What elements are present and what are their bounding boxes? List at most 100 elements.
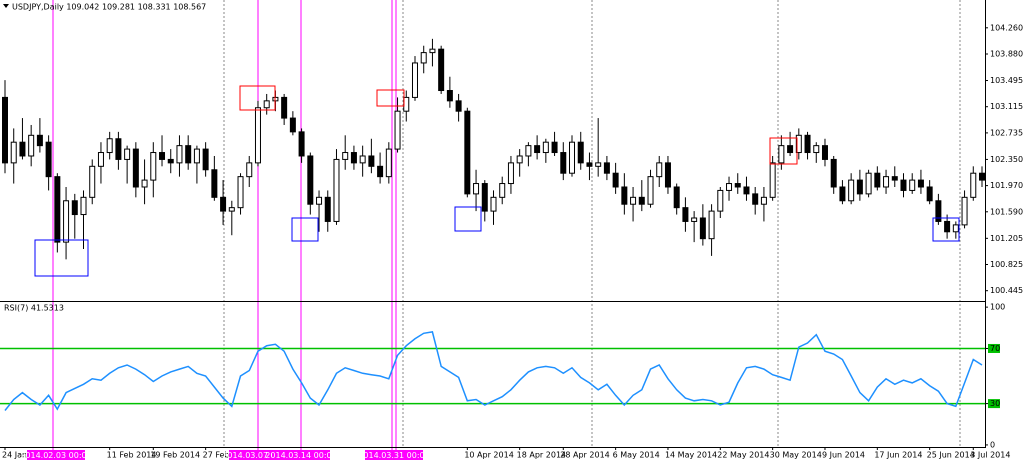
candle-body: [516, 155, 523, 164]
marker-label-box: [27, 450, 85, 460]
month-separators: [223, 0, 961, 447]
level-label-box: [988, 343, 1000, 353]
x-tick-label: 6 May 2014: [613, 451, 660, 460]
candle-body: [769, 162, 776, 198]
candle-body: [481, 183, 488, 212]
candle-body: [830, 158, 837, 188]
candle-body: [403, 96, 410, 112]
x-tick-label: 19 Feb 2014: [150, 451, 200, 460]
candle-body: [411, 62, 418, 98]
candle-body: [577, 141, 584, 164]
candle-body: [324, 196, 331, 222]
x-tick-label: 24 Jan 2014: [2, 451, 50, 460]
candle-body: [124, 148, 131, 160]
candle-body: [115, 138, 122, 160]
y-tick-label: 101.205: [990, 234, 1023, 243]
x-tick-label: 3 Jul 2014: [970, 451, 1010, 460]
candle-body: [612, 172, 619, 188]
candle-body: [420, 52, 427, 64]
candle-body: [2, 96, 8, 164]
candle-body: [176, 145, 183, 164]
candle-body: [909, 179, 916, 191]
candle-body: [473, 183, 480, 195]
candle-body: [935, 200, 942, 222]
candle-body: [71, 200, 78, 216]
candle-body: [813, 145, 820, 154]
candle-body: [734, 183, 741, 188]
candle-body: [150, 152, 157, 181]
candle-body: [193, 148, 200, 164]
marker-label-box: [272, 450, 330, 460]
candle-body: [307, 155, 314, 205]
marker-label-box: [365, 450, 423, 460]
marker-label: 2014.03.31 00:00: [358, 451, 429, 460]
y-tick-label: 103.880: [990, 49, 1023, 58]
level-label-box: [988, 399, 1000, 409]
candle-body: [167, 158, 174, 164]
marker-label-box: [229, 450, 287, 460]
candle-body: [586, 162, 593, 167]
x-tick-label: 17 Jun 2014: [874, 451, 922, 460]
candle-body: [385, 148, 392, 178]
candle-body: [839, 186, 846, 202]
marker-lines: [52, 0, 397, 455]
candle-body: [821, 145, 828, 160]
candle-body: [289, 117, 296, 133]
chart-title: USDJPY,Daily 109.042 109.281 108.331 108…: [12, 3, 206, 12]
candle-body: [490, 196, 497, 212]
candle-body: [281, 96, 288, 119]
candle-body: [377, 165, 384, 178]
candle-body: [106, 138, 113, 154]
candle-body: [865, 172, 872, 195]
candle-body: [464, 110, 471, 195]
candle-body: [569, 141, 576, 174]
menu-triangle[interactable]: [3, 4, 9, 8]
candle-body: [525, 145, 532, 157]
candle-body: [979, 172, 985, 181]
candle-body: [19, 141, 26, 157]
candle-body: [342, 152, 349, 160]
x-tick-label: 18 Apr 2014: [517, 451, 566, 460]
candle-body: [970, 172, 977, 198]
candle-body: [726, 183, 733, 191]
rsi-line: [4, 331, 983, 411]
candle-body: [656, 162, 663, 178]
candle-body: [228, 207, 235, 212]
candle-body: [551, 141, 558, 154]
candle-body: [743, 186, 750, 195]
candle-body: [944, 220, 951, 233]
candle-body: [185, 145, 192, 164]
candle-body: [787, 145, 794, 154]
candle-body: [917, 179, 924, 188]
candle-body: [507, 162, 514, 185]
y-tick-label: 101.590: [990, 207, 1023, 216]
candle-body: [455, 100, 462, 112]
candle-body: [717, 189, 724, 212]
candle-body: [699, 217, 706, 240]
candle-body: [778, 145, 785, 164]
y-tick-label: 104.260: [990, 23, 1023, 32]
candle-body: [621, 186, 628, 205]
y-tick-label: 100: [990, 303, 1005, 312]
candle-body: [368, 155, 375, 167]
candle-body: [298, 131, 305, 157]
candle-body: [350, 152, 357, 164]
candle-body: [883, 176, 890, 188]
candle-body: [534, 145, 541, 154]
y-tick-label: 100.445: [990, 286, 1023, 295]
candle-body: [45, 141, 52, 178]
candle-body: [141, 179, 148, 188]
candle-body: [446, 90, 453, 102]
y-tick-label: 102.735: [990, 128, 1023, 137]
x-tick-label: 10 Apr 2014: [464, 451, 513, 460]
candle-body: [804, 134, 811, 154]
candle-body: [664, 162, 671, 188]
candle-body: [316, 196, 323, 205]
x-tick-label: 30 May 2014: [770, 451, 822, 460]
candle-body: [499, 183, 506, 198]
candle-body: [54, 176, 61, 243]
y-tick-label: 100.825: [990, 260, 1023, 269]
candle-body: [394, 110, 401, 150]
candle-body: [752, 193, 759, 205]
